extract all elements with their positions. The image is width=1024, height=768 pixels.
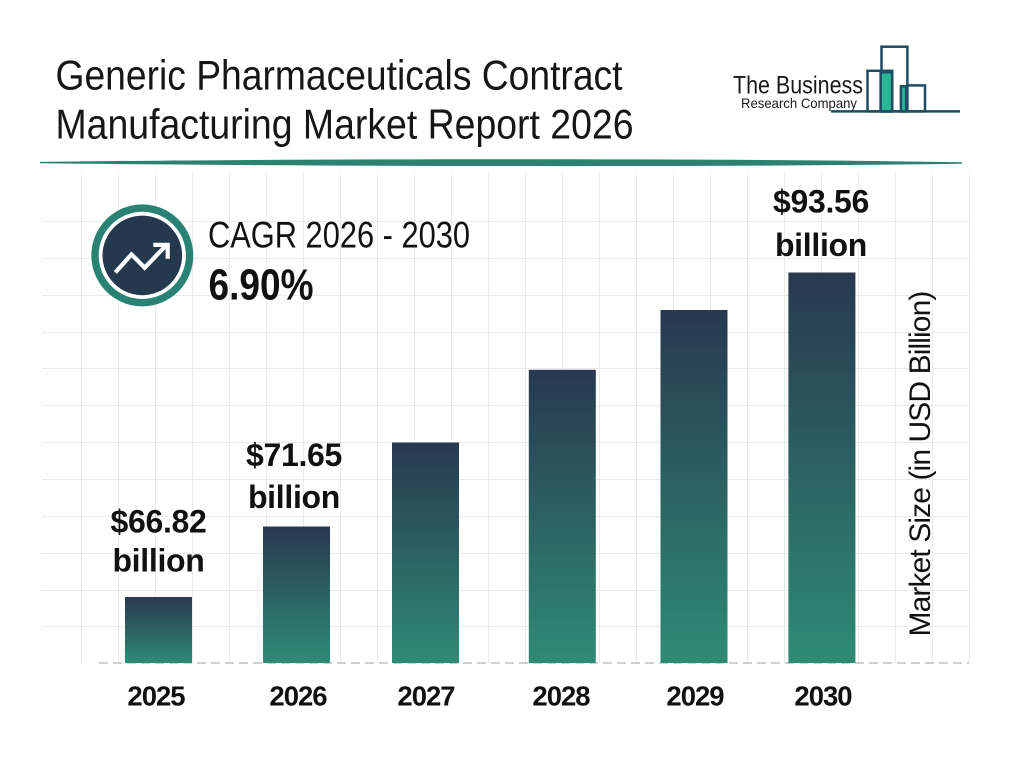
svg-text:CAGR 2026 - 2030: CAGR 2026 - 2030 [208,215,470,256]
svg-text:2029: 2029 [666,681,724,712]
svg-text:2028: 2028 [532,681,590,712]
svg-text:billion: billion [248,479,340,515]
svg-text:Research Company: Research Company [741,96,857,111]
svg-text:$66.82: $66.82 [110,504,206,540]
svg-text:2026: 2026 [269,681,327,712]
svg-text:$71.65: $71.65 [246,437,342,473]
svg-text:Generic Pharmaceuticals Contra: Generic Pharmaceuticals Contract [56,52,623,99]
svg-text:Manufacturing Market Report 20: Manufacturing Market Report 2026 [56,101,634,148]
svg-text:The Business: The Business [733,71,863,99]
svg-text:2027: 2027 [397,681,455,712]
svg-text:6.90%: 6.90% [209,262,314,310]
svg-text:$93.56: $93.56 [773,184,869,220]
svg-text:billion: billion [112,543,204,579]
svg-text:2025: 2025 [127,681,185,712]
svg-text:2030: 2030 [794,681,852,712]
svg-text:billion: billion [775,227,867,263]
svg-text:Market Size (in USD Billion): Market Size (in USD Billion) [904,292,937,637]
